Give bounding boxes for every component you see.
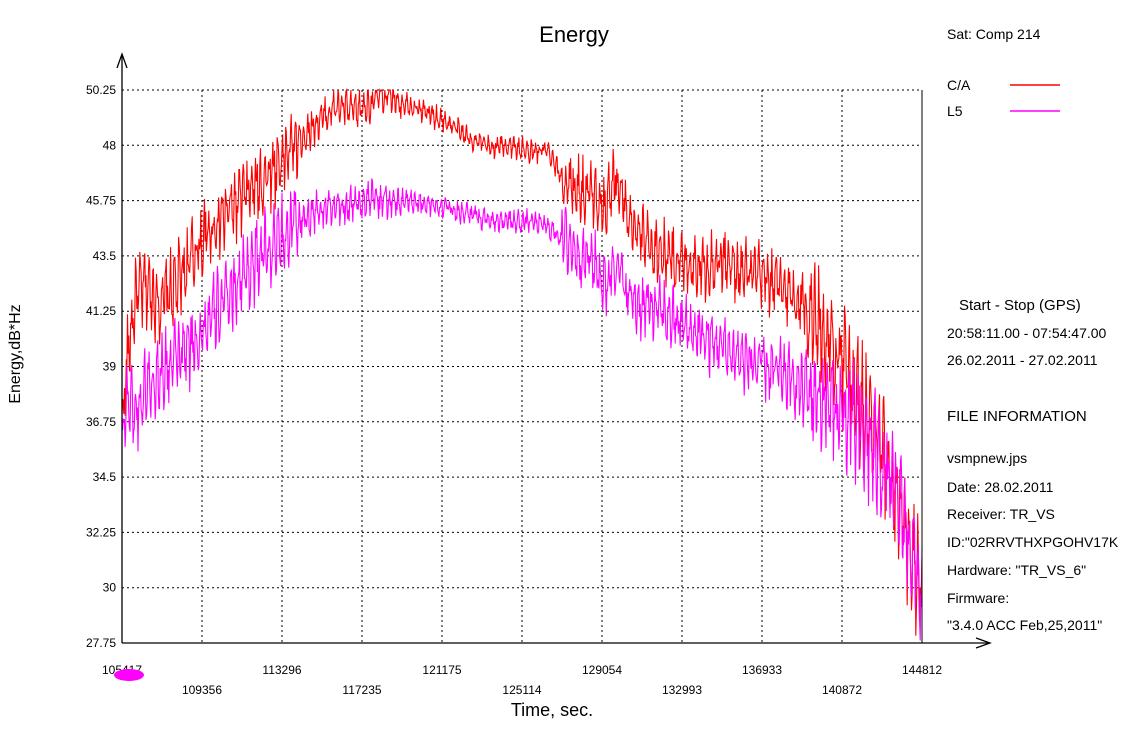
y-tick-label: 48 [103, 138, 117, 152]
y-axis-arrow [116, 52, 128, 69]
hardware-label: Hardware: "TR_VS_6" [947, 562, 1087, 578]
y-tick-label: 39 [103, 360, 117, 374]
y-tick-label: 34.5 [93, 470, 117, 484]
x-tick-label: 136933 [742, 663, 782, 677]
x-tick-label: 132993 [662, 683, 702, 697]
y-tick-label: 36.75 [86, 415, 116, 429]
y-tick-labels: 27.75 30 32.25 34.5 36.75 39 41.25 43.5 45.75 48 5… [86, 83, 116, 650]
axes [116, 52, 992, 649]
sat-label: Sat: Comp 214 [947, 26, 1041, 42]
data-series [121, 88, 923, 641]
receiver-id: ID:"02RRVTHXPGOHV17K [947, 534, 1119, 550]
legend: C/A L5 [947, 77, 1060, 119]
file-info-header: FILE INFORMATION [947, 408, 1087, 425]
x-tick-label: 113296 [262, 663, 301, 677]
receiver-label: Receiver: TR_VS [947, 506, 1055, 522]
x-tick-label: 125114 [502, 683, 541, 697]
chart-title: Energy [539, 22, 609, 47]
y-axis-label: Energy,dB*Hz [7, 304, 24, 403]
file-name: vsmpnew.jps [947, 450, 1028, 466]
firmware-label: Firmware: [947, 590, 1010, 606]
x-tick-label: 109356 [182, 683, 222, 697]
x-tick-labels: 1054171093561132961172351211751251141290… [102, 663, 942, 697]
y-tick-label: 30 [103, 581, 117, 595]
time-header: Start - Stop (GPS) [959, 297, 1081, 314]
y-tick-label: 50.25 [86, 83, 116, 97]
time-range: 20:58:11.00 - 07:54:47.00 [947, 325, 1107, 341]
x-tick-label: 121175 [422, 663, 461, 677]
y-tick-label: 27.75 [86, 636, 116, 650]
x-tick-label: 140872 [822, 683, 862, 697]
y-tick-label: 32.25 [86, 525, 116, 539]
y-tick-label: 43.5 [93, 249, 117, 263]
y-tick-label: 45.75 [86, 194, 116, 208]
series-line-l5 [121, 178, 923, 641]
series-line-ca [121, 88, 923, 636]
grid-lines [122, 89, 923, 643]
date-range: 26.02.2011 - 27.02.2011 [947, 352, 1098, 368]
x-axis-arrow [975, 637, 992, 649]
x-axis-label: Time, sec. [511, 700, 593, 720]
x-tick-label: 144812 [902, 663, 942, 677]
firmware-value: "3.4.0 ACC Feb,25,2011" [947, 617, 1103, 633]
x-tick-label: 117235 [342, 683, 381, 697]
y-tick-label: 41.25 [86, 304, 116, 318]
scroll-marker[interactable] [114, 669, 144, 681]
x-tick-label: 129054 [582, 663, 622, 677]
file-date: Date: 28.02.2011 [947, 479, 1054, 495]
legend-label: C/A [947, 77, 971, 93]
legend-label: L5 [947, 103, 963, 119]
